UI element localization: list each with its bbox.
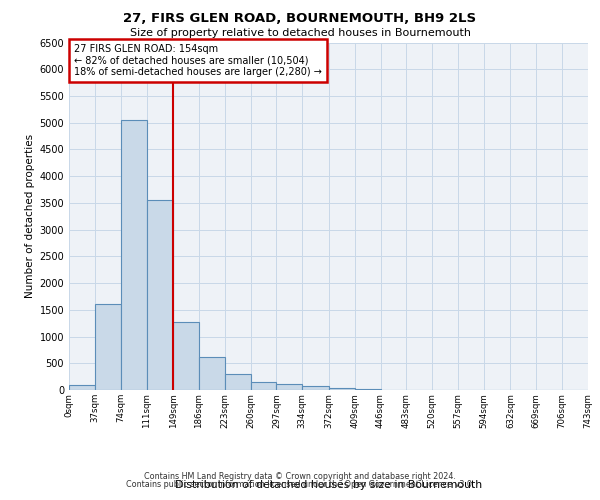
X-axis label: Distribution of detached houses by size in Bournemouth: Distribution of detached houses by size … <box>175 480 482 490</box>
Bar <box>173 322 199 390</box>
Y-axis label: Number of detached properties: Number of detached properties <box>25 134 35 298</box>
Text: Size of property relative to detached houses in Bournemouth: Size of property relative to detached ho… <box>130 28 470 38</box>
Bar <box>121 120 146 390</box>
Bar <box>225 374 251 390</box>
Bar <box>355 389 380 390</box>
Bar <box>146 200 173 390</box>
Bar <box>69 384 95 390</box>
Bar <box>95 304 121 390</box>
Bar <box>329 388 355 390</box>
Bar <box>251 382 277 390</box>
Bar <box>277 384 302 390</box>
Text: 27 FIRS GLEN ROAD: 154sqm
← 82% of detached houses are smaller (10,504)
18% of s: 27 FIRS GLEN ROAD: 154sqm ← 82% of detac… <box>74 44 322 78</box>
Bar <box>199 356 225 390</box>
Text: 27, FIRS GLEN ROAD, BOURNEMOUTH, BH9 2LS: 27, FIRS GLEN ROAD, BOURNEMOUTH, BH9 2LS <box>124 12 476 26</box>
Bar <box>302 386 329 390</box>
Text: Contains HM Land Registry data © Crown copyright and database right 2024.: Contains HM Land Registry data © Crown c… <box>144 472 456 481</box>
Text: Contains public sector information licensed under the Open Government Licence v3: Contains public sector information licen… <box>126 480 474 489</box>
